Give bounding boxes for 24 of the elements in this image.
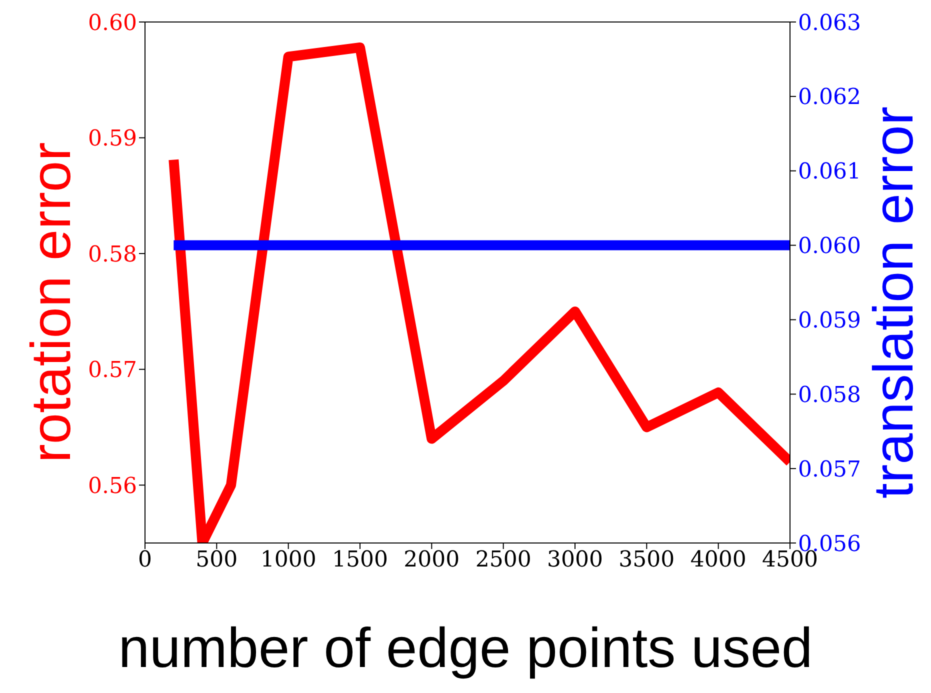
y2-tick-label: 0.061: [798, 160, 861, 185]
y2-tick-label: 0.062: [798, 85, 861, 110]
y-axis-title: rotation error: [18, 142, 82, 463]
x-tick-label: 3500: [618, 548, 675, 573]
y2-axis-title: translation error: [860, 106, 926, 499]
x-axis-title: number of edge points used: [117, 616, 814, 679]
x-tick-label: 1000: [260, 548, 316, 573]
y-tick-label: 0.60: [88, 10, 137, 36]
x-tick-label: 4000: [690, 548, 746, 573]
x-tick-label: 3000: [547, 548, 603, 573]
x-tick-label: 0: [138, 548, 152, 573]
y2-tick-label: 0.058: [798, 382, 861, 408]
y2-tick-label: 0.057: [798, 457, 861, 482]
y2-tick-label: 0.059: [798, 308, 861, 334]
y-tick-label: 0.57: [88, 358, 137, 384]
y-tick-label: 0.58: [88, 242, 137, 268]
y2-tick-label: 0.060: [798, 234, 861, 260]
y-tick-label: 0.59: [88, 126, 137, 152]
x-tick-label: 2000: [404, 548, 460, 573]
x-tick-label: 500: [196, 548, 238, 573]
y2-tick-label: 0.063: [798, 10, 861, 36]
x-tick-label: 2500: [475, 548, 532, 573]
y-tick-label: 0.56: [88, 474, 137, 499]
x-tick-label: 1500: [332, 548, 388, 573]
